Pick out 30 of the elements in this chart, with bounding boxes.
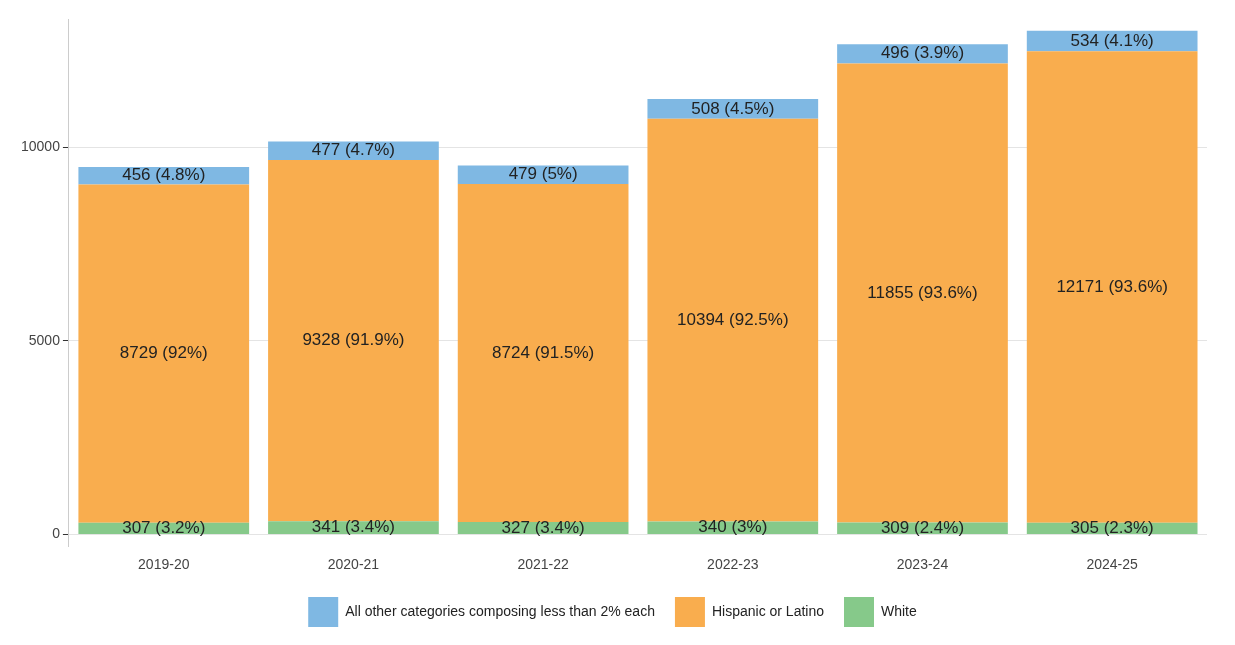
x-tick-label: 2023-24: [896, 556, 949, 573]
legend-label: Hispanic or Latino: [711, 602, 825, 619]
data-label: 479 (5%): [508, 164, 578, 184]
y-tick-label: 5000: [28, 331, 61, 348]
data-label: 309 (2.4%): [880, 518, 965, 538]
data-label: 10394 (92.5%): [677, 309, 789, 329]
data-label: 8729 (92%): [119, 343, 208, 363]
y-tick-label: 10000: [20, 138, 61, 155]
data-label: 534 (4.1%): [1070, 30, 1154, 50]
data-label: 8724 (91.5%): [492, 342, 595, 362]
data-label: 9328 (91.9%): [302, 330, 405, 350]
data-label: 456 (4.8%): [122, 165, 206, 185]
data-label: 12171 (93.6%): [1056, 276, 1168, 296]
data-label: 477 (4.7%): [311, 140, 396, 160]
x-tick-label: 2021-22: [517, 556, 570, 573]
data-label: 508 (4.5%): [691, 98, 775, 118]
data-label: 340 (3%): [698, 517, 768, 537]
legend-label: White: [881, 602, 917, 619]
legend-label: All other categories composing less than 2% each: [345, 602, 655, 619]
data-label: 305 (2.3%): [1070, 518, 1154, 538]
data-label: 341 (3.4%): [311, 517, 396, 537]
x-tick-label: 2019-20: [138, 556, 190, 573]
data-label: 496 (3.9%): [880, 43, 965, 63]
data-label: 11855 (93.6%): [867, 282, 978, 302]
y-tick-label: 0: [52, 525, 61, 542]
data-label: 307 (3.2%): [122, 518, 206, 538]
x-tick-label: 2024-25: [1086, 556, 1139, 573]
data-label: 327 (3.4%): [501, 517, 585, 537]
x-tick-label: 2022-23: [707, 556, 759, 573]
x-tick-label: 2020-21: [327, 556, 380, 573]
